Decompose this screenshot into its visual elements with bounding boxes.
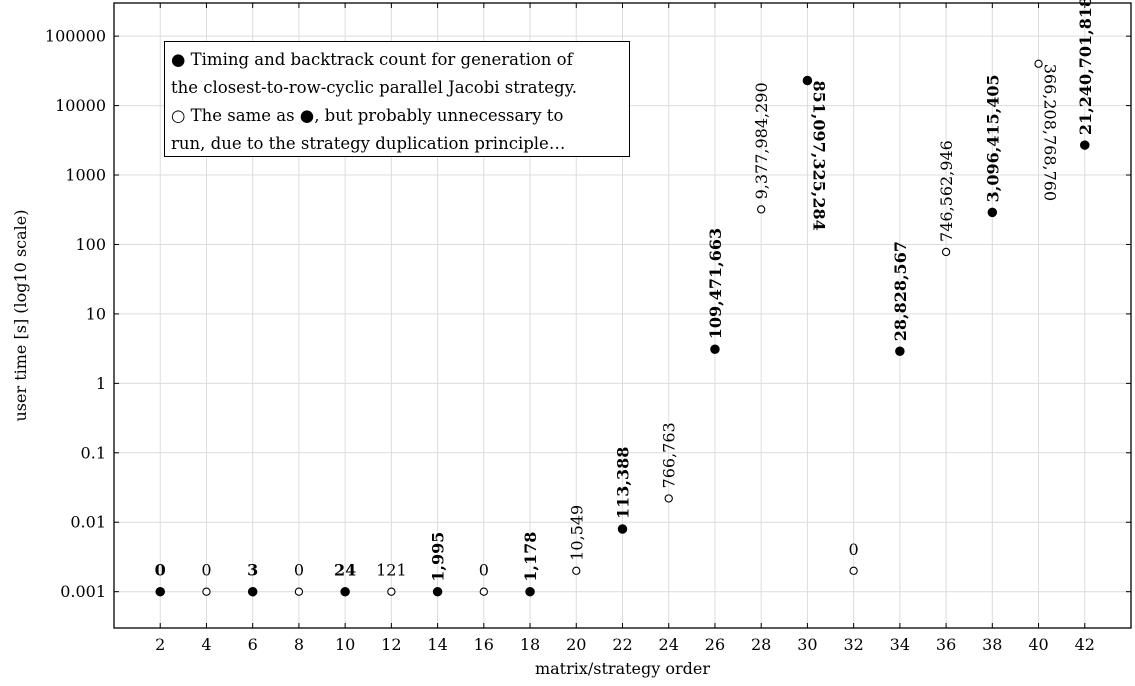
hollow-point (387, 587, 396, 596)
x-tick-label: 40 (1028, 635, 1048, 654)
hollow-point (941, 247, 951, 257)
filled-point (617, 524, 628, 534)
x-tick-label: 6 (248, 635, 258, 654)
data-label: 121 (376, 561, 407, 580)
filled-point (525, 586, 535, 597)
legend: ● Timing and backtrack count for generat… (164, 41, 630, 157)
data-label: 0 (849, 540, 859, 559)
filled-point (895, 346, 905, 356)
filled-point (155, 586, 165, 597)
x-tick-label: 12 (381, 635, 401, 654)
hollow-point (479, 587, 488, 596)
y-tick-label: 1000 (65, 166, 106, 185)
data-marks: 0 3 24 1,995 1,178 113,388 109,471,663 851,097,… (155, 0, 1095, 597)
data-label: 0 (294, 561, 304, 580)
y-tick-label: 0.01 (70, 513, 106, 532)
data-label: 0 (155, 561, 166, 580)
legend-line-4: run, due to the strategy duplication pri… (171, 134, 566, 153)
hollow-point (294, 587, 304, 596)
x-tick-label: 4 (201, 635, 211, 654)
x-tick-label: 26 (705, 635, 725, 654)
axis-ticks: 2 4 6 8 10 12 14 16 18 20 22 24 26 28 30 32 34 36 38 40 420.… (45, 3, 1131, 654)
x-tick-label: 22 (612, 635, 632, 654)
x-tick-label: 18 (520, 635, 540, 654)
hollow-point (664, 494, 673, 503)
filled-point (247, 586, 258, 597)
data-label: 3,096,415,405 (983, 74, 1002, 202)
x-tick-label: 38 (982, 635, 1002, 654)
data-label: 10,549 (567, 505, 586, 561)
data-label: 766,763 (660, 422, 679, 488)
x-tick-label: 24 (659, 635, 679, 654)
filled-point (710, 344, 720, 354)
data-label: 3 (247, 561, 258, 580)
data-label: 1,178 (521, 532, 540, 582)
data-label: 851,097,325,284 (809, 80, 828, 230)
x-tick-label: 16 (474, 635, 494, 654)
y-axis-title: user time [s] (log10 scale) (11, 210, 30, 422)
y-tick-label: 10000 (55, 96, 106, 115)
x-tick-label: 36 (936, 635, 956, 654)
data-label: 113,388 (614, 447, 633, 519)
hollow-point (757, 205, 766, 214)
x-tick-label: 42 (1075, 635, 1095, 654)
x-tick-label: 8 (294, 635, 304, 654)
hollow-point (849, 566, 858, 575)
filled-point (432, 586, 443, 597)
hollow-point (572, 566, 581, 575)
x-tick-label: 28 (751, 635, 771, 654)
y-tick-label: 0.001 (60, 582, 106, 601)
data-label: 1,995 (429, 532, 448, 582)
y-tick-label: 1 (96, 374, 106, 393)
data-label: 9,377,984,290 (752, 82, 771, 199)
y-tick-label: 100 (75, 235, 106, 254)
data-label: 24 (334, 561, 356, 580)
y-tick-label: 100000 (45, 27, 106, 46)
data-label: 366,208,768,760 (1041, 64, 1060, 201)
filled-point (1080, 140, 1090, 150)
data-label: 746,562,946 (937, 140, 956, 242)
y-tick-label: 0.1 (81, 443, 106, 462)
filled-point (987, 207, 998, 218)
legend-line-3: ○ The same as ●, but probably unnecessar… (171, 106, 564, 125)
x-tick-label: 34 (890, 635, 910, 654)
legend-line-2: the closest-to-row-cyclic parallel Jacob… (171, 78, 577, 97)
x-tick-label: 32 (843, 635, 863, 654)
x-tick-label: 2 (155, 635, 165, 654)
data-label: 21,240,701,818 (1076, 0, 1095, 135)
y-tick-label: 10 (86, 304, 106, 323)
data-label: 0 (479, 561, 489, 580)
data-label: 109,471,663 (706, 228, 725, 339)
data-label: 28,828,567 (891, 241, 910, 341)
hollow-point (1034, 59, 1043, 68)
data-label: 0 (201, 561, 211, 580)
x-tick-label: 30 (797, 635, 817, 654)
filled-point (340, 586, 350, 597)
filled-point (802, 75, 813, 86)
hollow-point (202, 587, 211, 596)
x-tick-label: 14 (427, 635, 447, 654)
x-axis-title: matrix/strategy order (535, 659, 710, 678)
x-tick-label: 20 (566, 635, 586, 654)
legend-line-1: ● Timing and backtrack count for generat… (171, 50, 573, 69)
x-tick-label: 10 (335, 635, 355, 654)
